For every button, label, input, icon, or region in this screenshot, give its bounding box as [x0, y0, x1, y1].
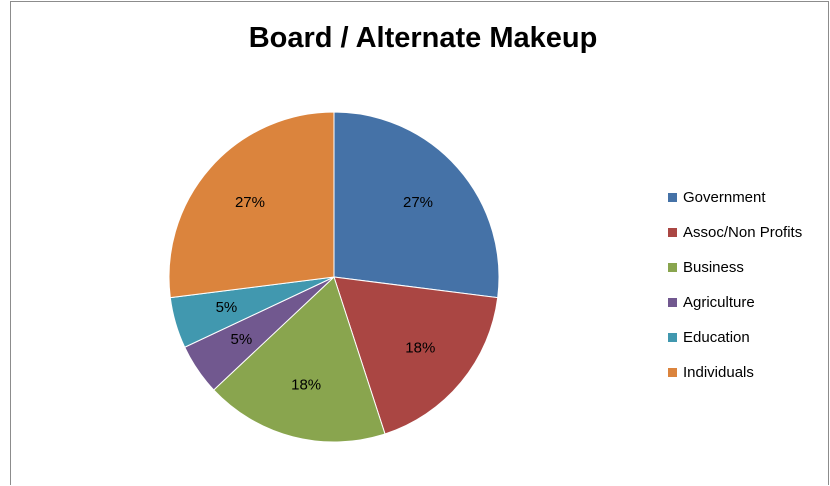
- legend-swatch: [668, 333, 677, 342]
- legend-label: Individuals: [683, 364, 754, 381]
- data-label-assoc-non-profits: 18%: [405, 339, 435, 356]
- legend-swatch: [668, 228, 677, 237]
- legend-swatch: [668, 193, 677, 202]
- legend-label: Education: [683, 329, 750, 346]
- legend-item-agriculture: Agriculture: [668, 285, 802, 320]
- legend-swatch: [668, 298, 677, 307]
- legend-label: Government: [683, 189, 766, 206]
- pie-slice-individuals: [168, 111, 335, 299]
- legend-swatch: [668, 263, 677, 272]
- legend-label: Assoc/Non Profits: [683, 224, 803, 241]
- pie-slice-business: [213, 276, 386, 443]
- legend: Government Assoc/Non Profits Business Agric…: [668, 180, 802, 390]
- pie-slice-assoc-non-profits: [333, 276, 499, 435]
- legend-swatch: [668, 368, 677, 377]
- legend-item-business: Business: [668, 250, 802, 285]
- legend-item-education: Education: [668, 320, 802, 355]
- data-label-individuals: 27%: [235, 194, 265, 211]
- data-label-government: 27%: [403, 194, 433, 211]
- legend-item-assoc-non-profits: Assoc/Non Profits: [668, 215, 802, 250]
- pie-slice-government: [333, 111, 500, 299]
- legend-item-individuals: Individuals: [668, 355, 802, 390]
- legend-item-government: Government: [668, 180, 802, 215]
- chart-title: Board / Alternate Makeup: [248, 22, 598, 54]
- legend-label: Business: [683, 259, 744, 276]
- data-label-business: 18%: [291, 376, 321, 393]
- legend-label: Agriculture: [683, 294, 755, 311]
- data-label-agriculture: 5%: [231, 331, 253, 348]
- data-label-education: 5%: [216, 299, 238, 316]
